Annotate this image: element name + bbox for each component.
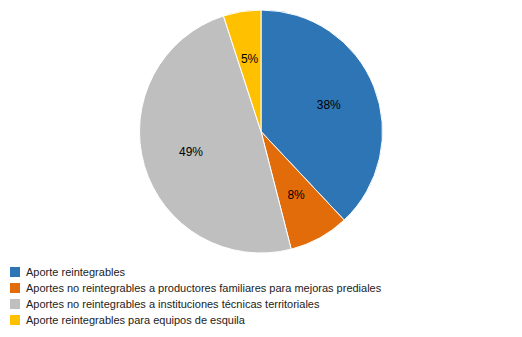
pie-slice: [223, 10, 261, 132]
data-label: 5%: [241, 52, 259, 66]
pie: [140, 10, 383, 253]
pie-slice: [140, 16, 292, 253]
legend-swatch: [10, 315, 20, 325]
legend-swatch: [10, 283, 20, 293]
data-labels: 38% 8% 49% 5%: [179, 52, 341, 202]
legend-item: Aportes no reintegrables a productores f…: [10, 282, 382, 294]
legend-item: Aportes no reintegrables a instituciones…: [10, 298, 320, 310]
legend-label: Aportes no reintegrables a productores f…: [26, 282, 382, 294]
legend-label: Aporte reintegrables: [26, 266, 126, 278]
data-label: 8%: [287, 188, 305, 202]
legend-swatch: [10, 299, 20, 309]
legend-label: Aportes no reintegrables a instituciones…: [26, 298, 320, 310]
data-label: 49%: [179, 145, 203, 159]
chart-svg: 38% 8% 49% 5% Aporte reintegrables Aportes no…: [0, 0, 522, 337]
data-label: 38%: [317, 98, 341, 112]
legend-item: Aporte reintegrables: [10, 266, 126, 278]
legend-item: Aporte reintegrables para equipos de esq…: [10, 314, 246, 326]
legend-swatch: [10, 267, 20, 277]
chart-container: 38% 8% 49% 5% Aporte reintegrables Aportes no…: [0, 0, 522, 337]
legend: Aporte reintegrables Aportes no reintegra…: [10, 266, 382, 326]
legend-label: Aporte reintegrables para equipos de esq…: [26, 314, 246, 326]
